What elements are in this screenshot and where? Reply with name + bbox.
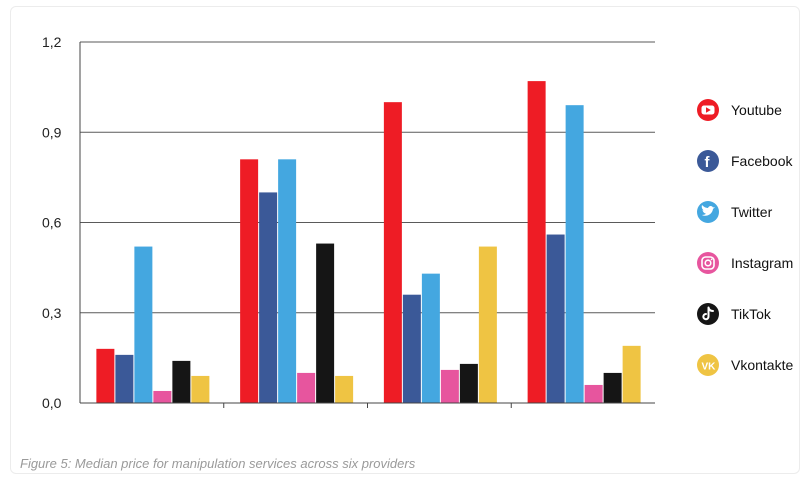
bar-tiktok — [459, 363, 478, 403]
legend-item-youtube: Youtube — [697, 99, 782, 121]
legend-label: TikTok — [731, 306, 772, 322]
y-tick-label: 0,6 — [42, 215, 62, 231]
bar-vkontakte — [191, 375, 210, 403]
tiktok-icon — [697, 303, 719, 325]
bar-facebook — [546, 234, 565, 403]
bar-youtube — [240, 159, 259, 403]
bar-instagram — [584, 384, 603, 403]
instagram-icon — [697, 252, 719, 274]
bars — [96, 81, 641, 404]
legend-item-twitter: Twitter — [697, 201, 773, 223]
y-tick-label: 0,0 — [42, 395, 62, 411]
bar-tiktok — [316, 243, 335, 403]
bar-vkontakte — [335, 375, 354, 403]
bar-vkontakte — [622, 345, 641, 403]
bar-youtube — [383, 102, 402, 404]
y-tick-label: 0,9 — [42, 124, 62, 140]
y-axis-ticks: 0,0 0,3 0,6 0,9 1,2 — [42, 34, 62, 411]
bar-instagram — [440, 369, 459, 403]
bar-twitter — [134, 246, 153, 403]
bar-instagram — [297, 372, 316, 403]
axes — [79, 42, 655, 408]
svg-text:VK: VK — [702, 362, 717, 373]
svg-text:f: f — [705, 154, 711, 171]
legend-label: Vkontakte — [731, 357, 793, 373]
bar-facebook — [115, 354, 134, 403]
bar-facebook — [402, 294, 421, 403]
bar-tiktok — [603, 372, 622, 403]
legend-label: Instagram — [731, 255, 793, 271]
bar-twitter — [421, 273, 440, 403]
figure-caption: Figure 5: Median price for manipulation … — [20, 456, 416, 471]
vkontakte-icon: VK — [697, 354, 719, 376]
bar-facebook — [259, 192, 278, 403]
bar-youtube — [527, 81, 546, 403]
legend-item-vkontakte: VK Vkontakte — [697, 354, 793, 376]
bar-tiktok — [172, 360, 191, 403]
legend-label: Facebook — [731, 153, 793, 169]
legend-item-instagram: Instagram — [697, 252, 793, 274]
y-tick-label: 1,2 — [42, 34, 62, 50]
twitter-icon — [697, 201, 719, 223]
bar-twitter — [278, 159, 297, 403]
legend-item-facebook: f Facebook — [697, 150, 793, 172]
legend: Youtube f Facebook Twitter Instagram TikTok VK… — [697, 99, 793, 376]
legend-label: Youtube — [731, 102, 782, 118]
bar-youtube — [96, 348, 115, 403]
legend-item-tiktok: TikTok — [697, 303, 772, 325]
facebook-icon: f — [697, 150, 719, 172]
bar-vkontakte — [478, 246, 497, 403]
legend-label: Twitter — [731, 204, 773, 220]
bar-twitter — [565, 105, 584, 404]
youtube-icon — [697, 99, 719, 121]
bar-instagram — [153, 390, 172, 403]
y-tick-label: 0,3 — [42, 305, 62, 321]
